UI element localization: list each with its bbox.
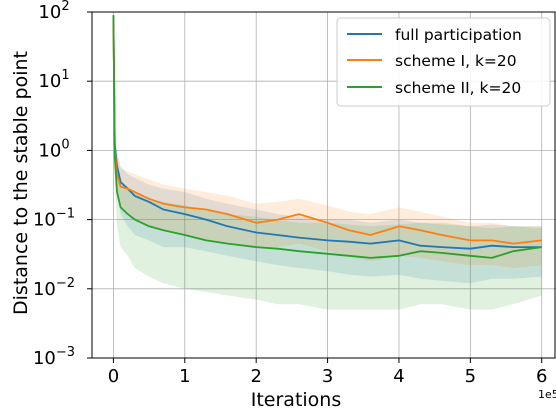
x-tick-label: 5 xyxy=(465,366,476,387)
plot-frame xyxy=(91,11,556,359)
legend-box xyxy=(336,17,551,107)
x-tick-label: 6 xyxy=(536,366,547,387)
line-scheme-ii-k-20 xyxy=(112,15,542,259)
y-tick-label: 10−1 xyxy=(33,207,75,231)
band-scheme-i-k-20 xyxy=(113,12,542,268)
y-tick-label: 10−2 xyxy=(33,276,75,300)
y-axis-ticks: 10−3 10−2 10−1 100 101 102 xyxy=(33,0,92,369)
line-scheme-i-k-20 xyxy=(112,18,542,245)
series-lines xyxy=(112,15,542,259)
y-axis-label: Distance to the stable point xyxy=(10,51,32,315)
x-axis-label: Iterations xyxy=(251,389,342,411)
x-tick-label: 3 xyxy=(322,366,333,387)
y-tick-label: 10−3 xyxy=(33,345,75,369)
legend-label-scheme-ii: scheme II, k=20 xyxy=(395,79,521,97)
legend-label-full-participation: full participation xyxy=(395,26,522,44)
x-axis-offset-label: 1e5 xyxy=(538,388,556,401)
x-axis-ticks: 0 1 2 3 4 5 6 xyxy=(108,358,547,387)
band-scheme-ii-k-20 xyxy=(113,12,542,310)
y-tick-label: 102 xyxy=(38,0,69,23)
y-tick-label: 100 xyxy=(38,137,69,161)
legend: full participation scheme I, k=20 scheme… xyxy=(336,17,551,107)
y-tick-label: 101 xyxy=(38,68,69,92)
x-tick-label: 0 xyxy=(108,366,119,387)
x-tick-label: 4 xyxy=(393,366,404,387)
legend-label-scheme-i: scheme I, k=20 xyxy=(395,52,517,70)
x-tick-label: 1 xyxy=(179,366,190,387)
confidence-bands xyxy=(113,12,542,310)
x-tick-label: 2 xyxy=(250,366,261,387)
band-full-participation xyxy=(113,12,542,284)
